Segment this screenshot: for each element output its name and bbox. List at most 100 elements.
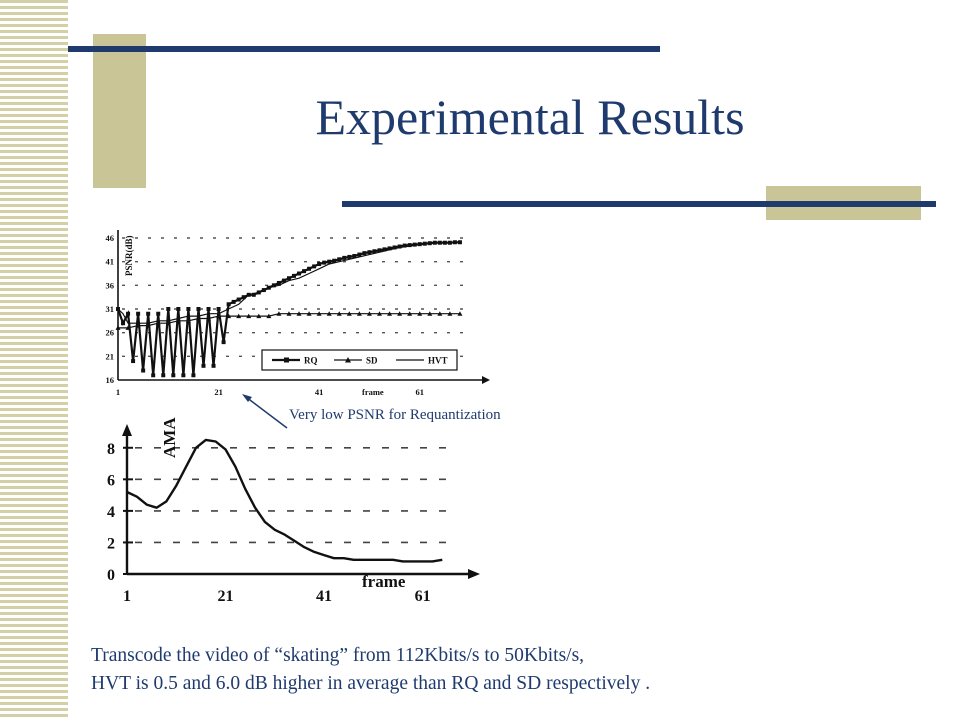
- psnr-x-tick-label: 1: [116, 387, 120, 397]
- sd-point: [206, 315, 212, 321]
- rq-point: [146, 311, 151, 316]
- sd-point: [155, 320, 161, 326]
- sd-point: [366, 311, 372, 316]
- sd-point: [346, 311, 352, 316]
- rq-point: [377, 248, 382, 253]
- rq-point: [457, 240, 462, 245]
- ama-x-tick-label: 1: [123, 588, 131, 605]
- legend-marker-rq: [284, 357, 289, 363]
- ama-x-axis-arrow: [468, 569, 480, 579]
- ama-series-line: [126, 438, 443, 563]
- psnr-y-tick-label: 26: [106, 328, 115, 338]
- ama-y-tick-label: 4: [107, 504, 115, 521]
- rq-point: [216, 307, 221, 311]
- sd-point: [326, 311, 332, 316]
- annotation-text: Very low PSNR for Requantization: [289, 407, 501, 423]
- sd-point: [296, 311, 302, 316]
- sd-point: [356, 311, 362, 316]
- sd-point: [336, 311, 342, 316]
- rq-point: [347, 254, 352, 259]
- ama-x-tick-label: 21: [218, 588, 234, 605]
- rq-point: [206, 307, 211, 311]
- sd-point: [427, 311, 433, 316]
- sd-point: [246, 313, 252, 319]
- sd-point: [266, 313, 272, 319]
- left-stripe-band: [0, 0, 68, 720]
- rq-point: [226, 302, 231, 307]
- rq-point: [286, 276, 291, 281]
- rq-point: [151, 373, 156, 378]
- psnr-y-tick-label: 36: [106, 280, 115, 290]
- rq-point: [327, 259, 332, 264]
- ama-y-tick-label: 2: [107, 535, 115, 552]
- legend-label-rq: RQ: [304, 356, 318, 366]
- rq-point: [281, 278, 286, 283]
- sd-point: [185, 318, 191, 323]
- rq-point: [236, 297, 241, 302]
- sd-point: [316, 311, 322, 316]
- rq-point: [251, 292, 256, 297]
- sd-point: [226, 313, 232, 319]
- legend-label-sd: SD: [366, 356, 378, 366]
- psnr-y-tick-label: 41: [106, 257, 115, 267]
- sd-point: [145, 323, 151, 328]
- rq-point: [161, 373, 166, 378]
- rq-point: [191, 373, 196, 378]
- sd-point: [195, 315, 201, 321]
- rq-point: [186, 307, 191, 311]
- rq-point: [171, 373, 176, 378]
- rq-point: [126, 311, 131, 316]
- sd-point: [306, 311, 312, 316]
- rq-point: [412, 242, 417, 247]
- rq-point: [342, 255, 347, 260]
- rq-point: [166, 307, 171, 311]
- series-line-hvt: [117, 241, 460, 324]
- ama-y-tick-label: 8: [107, 441, 115, 458]
- psnr-x-tick-label: 41: [315, 387, 324, 397]
- psnr-y-tick-label: 21: [106, 351, 115, 361]
- psnr-y-tick-label: 16: [106, 375, 115, 385]
- caption-line-2: HVT is 0.5 and 6.0 dB higher in average …: [91, 673, 651, 694]
- rq-point: [302, 269, 307, 274]
- rq-point: [292, 273, 296, 278]
- ama-y-tick-label: 0: [107, 567, 115, 584]
- ama-y-axis-label: AMA: [160, 417, 179, 458]
- deco-line-top: [68, 46, 660, 52]
- legend-marker-sd: [345, 357, 351, 363]
- rq-point: [382, 247, 387, 252]
- sd-point: [447, 311, 453, 316]
- rq-point: [181, 373, 186, 378]
- rq-point: [156, 311, 161, 316]
- sd-point: [437, 311, 443, 316]
- sd-point: [256, 313, 262, 319]
- sd-point: [165, 320, 171, 326]
- psnr-y-tick-label: 46: [106, 233, 115, 243]
- sd-point: [407, 311, 413, 316]
- sd-point: [125, 325, 131, 330]
- rq-point: [317, 262, 322, 267]
- sd-point: [387, 311, 393, 316]
- psnr-y-axis-label: PSNR(dB): [124, 235, 134, 276]
- rq-point: [362, 251, 367, 256]
- rq-point: [322, 260, 327, 265]
- psnr-y-tick-label: 31: [106, 304, 115, 314]
- rq-point: [201, 363, 206, 368]
- sd-point: [417, 311, 423, 316]
- rq-point: [211, 363, 216, 368]
- rq-point: [141, 368, 146, 373]
- caption: Transcode the video of “skating” from 11…: [91, 642, 650, 698]
- rq-point: [397, 244, 402, 249]
- sd-point: [376, 311, 382, 316]
- rq-point: [176, 307, 181, 311]
- rq-point: [357, 252, 362, 257]
- sd-point: [286, 311, 292, 316]
- rq-point: [271, 283, 276, 288]
- rq-point: [372, 249, 377, 254]
- deco-line-bottom: [342, 201, 936, 207]
- rq-point: [312, 264, 317, 269]
- ama-x-tick-label: 41: [316, 588, 332, 605]
- sd-point: [135, 323, 141, 328]
- sd-point: [236, 313, 242, 319]
